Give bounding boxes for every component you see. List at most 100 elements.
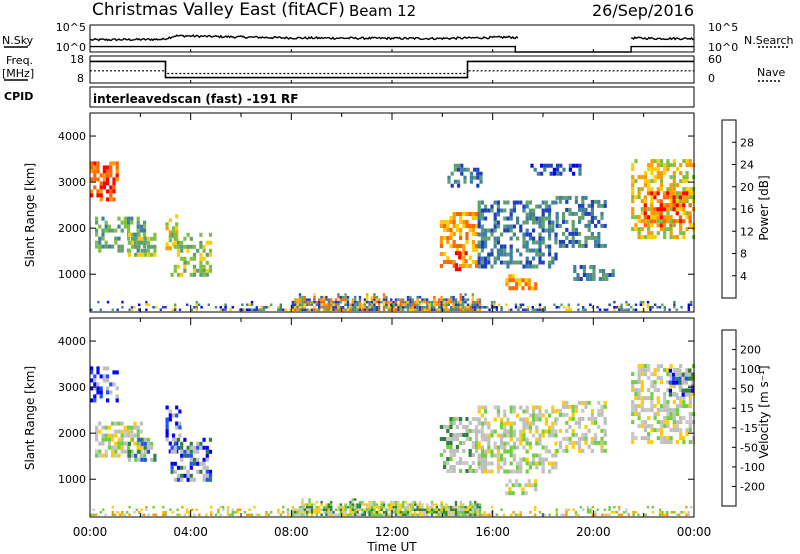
heatmap-cell: [351, 511, 354, 514]
heatmap-cell: [406, 308, 410, 311]
heatmap-cell: [658, 508, 662, 511]
heatmap-cell: [146, 252, 151, 257]
heatmap-cell: [150, 236, 154, 241]
heatmap-cell: [178, 425, 182, 430]
heatmap-cell: [366, 308, 369, 311]
heatmap-cell: [327, 511, 330, 514]
heatmap-cell: [330, 508, 333, 511]
heatmap-cell: [183, 236, 187, 241]
heatmap-cell: [106, 165, 110, 170]
heatmap-cell: [484, 449, 488, 454]
heatmap-cell: [168, 413, 172, 418]
heatmap-cell: [459, 306, 462, 309]
heatmap-cell: [107, 244, 111, 249]
heatmap-cell: [449, 228, 453, 232]
heatmap-cell: [171, 226, 176, 231]
heatmap-cell: [457, 505, 460, 509]
heatmap-cell: [688, 211, 692, 216]
heatmap-cell: [236, 508, 239, 511]
heatmap-cell: [565, 428, 569, 433]
heatmap-cell: [653, 195, 657, 200]
heatmap-cell: [603, 416, 607, 421]
heatmap-cell: [675, 404, 680, 409]
heatmap-cell: [559, 163, 563, 168]
heatmap-cell: [475, 449, 479, 453]
heatmap-cell: [106, 181, 110, 186]
heatmap-cell: [682, 440, 686, 445]
heatmap-cell: [528, 413, 532, 418]
heatmap-cell: [493, 417, 497, 422]
heatmap-cell: [468, 449, 472, 453]
heatmap-cell: [175, 222, 179, 227]
heatmap-cell: [477, 204, 481, 209]
heatmap-cell: [669, 235, 673, 240]
heatmap-cell: [397, 298, 400, 301]
heatmap-cell: [647, 235, 651, 240]
heatmap-cell: [208, 252, 213, 257]
heatmap-cell: [115, 398, 119, 403]
heatmap-cell: [459, 216, 463, 220]
colorbar-tick-label: 15: [740, 402, 754, 415]
heatmap-cell: [449, 453, 453, 457]
heatmap-cell: [589, 303, 592, 306]
heatmap-cell: [115, 173, 119, 178]
heatmap-cell: [653, 388, 657, 393]
heatmap-cell: [114, 513, 117, 516]
heatmap-cell: [500, 248, 504, 253]
heatmap-cell: [452, 513, 455, 516]
heatmap-cell: [180, 244, 184, 249]
heatmap-cell: [366, 300, 369, 304]
heatmap-cell: [120, 421, 124, 426]
heatmap-cell: [339, 306, 342, 309]
heatmap-cell: [562, 404, 566, 409]
heatmap-cell: [469, 306, 472, 309]
heatmap-cell: [368, 303, 371, 306]
heatmap-cell: [541, 208, 545, 213]
heatmap-cell: [130, 232, 134, 237]
heatmap-cell: [548, 216, 552, 221]
heatmap-cell: [428, 303, 431, 306]
heatmap-cell: [418, 308, 422, 311]
heatmap-cell: [673, 303, 676, 306]
heatmap-cell: [555, 219, 559, 224]
heatmap-cell: [544, 429, 548, 434]
heatmap-cell: [455, 212, 459, 216]
heatmap-cell: [525, 457, 529, 462]
heatmap-cell: [330, 306, 333, 309]
heatmap-cell: [435, 508, 438, 511]
heatmap-cell: [137, 244, 141, 249]
heatmap-cell: [234, 511, 237, 514]
heatmap-cell: [553, 303, 556, 306]
heatmap-cell: [562, 231, 566, 236]
heatmap-cell: [414, 513, 417, 516]
heatmap-cell: [516, 461, 520, 466]
heatmap-cell: [394, 300, 398, 304]
heatmap-cell: [109, 189, 113, 194]
heatmap-cell: [459, 220, 463, 224]
heatmap-cell: [454, 308, 458, 311]
heatmap-cell: [600, 408, 604, 413]
heatmap-cell: [453, 179, 457, 184]
heatmap-cell: [205, 252, 209, 257]
heatmap-cell: [120, 244, 124, 249]
heatmap-cell: [258, 513, 261, 516]
heatmap-cell: [399, 298, 402, 301]
heatmap-cell: [208, 248, 213, 253]
heatmap-cell: [675, 372, 680, 377]
heatmap-cell: [101, 236, 105, 241]
heatmap-cell: [509, 449, 513, 454]
heatmap-cell: [571, 231, 575, 236]
heatmap-cell: [452, 295, 455, 299]
heatmap-cell: [111, 511, 114, 514]
heatmap-cell: [392, 505, 395, 509]
heatmap-cell: [205, 445, 209, 450]
heatmap-cell: [392, 500, 395, 504]
heatmap-cell: [650, 231, 654, 236]
heatmap-cell: [684, 392, 688, 397]
heatmap-cell: [490, 469, 494, 474]
heatmap-cell: [465, 429, 469, 433]
heatmap-cell: [509, 260, 513, 265]
heatmap-cell: [150, 445, 154, 450]
heatmap-cell: [603, 199, 607, 204]
heatmap-cell: [679, 432, 683, 437]
